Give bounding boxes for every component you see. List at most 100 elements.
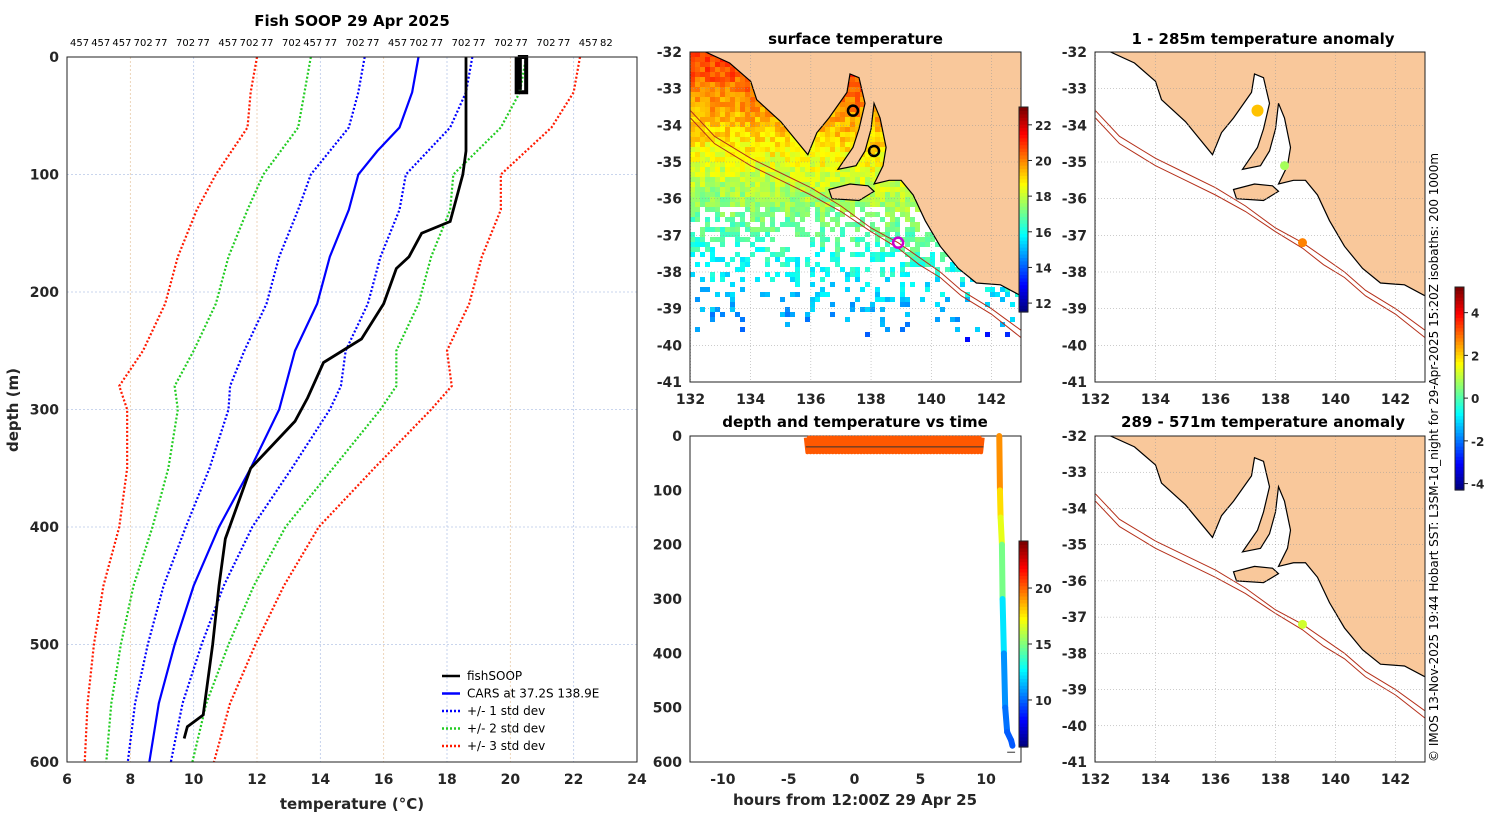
sst-cell: [790, 292, 795, 297]
sst-cell: [785, 157, 790, 162]
colorbar-segment: [1019, 664, 1028, 669]
sst-cell: [725, 87, 730, 92]
colorbar-segment: [1019, 151, 1028, 156]
sst-cell: [775, 122, 780, 127]
sst-cell: [770, 122, 775, 127]
sst-cell: [925, 232, 930, 237]
sst-cell: [725, 217, 730, 222]
sst-cell: [730, 257, 735, 262]
sst-cell: [725, 97, 730, 102]
sst-cell: [790, 212, 795, 217]
sst-cell: [750, 87, 755, 92]
sst-cell: [755, 192, 760, 197]
sst-cell: [785, 197, 790, 202]
sst-cell: [715, 92, 720, 97]
sst-cell: [760, 237, 765, 242]
sst-cell: [705, 147, 710, 152]
sst-cell: [690, 67, 695, 72]
sst-cell: [705, 217, 710, 222]
sst-cell: [890, 192, 895, 197]
sst-cell: [690, 87, 695, 92]
sst-cell: [700, 62, 705, 67]
colorbar-segment: [1019, 561, 1028, 566]
colorbar-tick-label: 22: [1035, 119, 1052, 133]
colorbar-segment: [1019, 257, 1028, 262]
sst-cell: [840, 232, 845, 237]
colorbar-segment: [1019, 585, 1028, 590]
sst-cell: [825, 132, 830, 137]
colorbar-segment: [1019, 130, 1028, 135]
sst-cell: [705, 262, 710, 267]
sst-cell: [755, 177, 760, 182]
sst-cell: [715, 102, 720, 107]
sst-cell: [695, 247, 700, 252]
colorbar-segment: [1019, 267, 1028, 272]
sst-cell: [875, 232, 880, 237]
sst-cell: [865, 212, 870, 217]
top-label: 702: [494, 38, 513, 49]
sst-cell: [795, 162, 800, 167]
sst-cell: [885, 252, 890, 257]
sst-cell: [820, 277, 825, 282]
colorbar-segment: [1455, 324, 1464, 329]
sst-cell: [735, 252, 740, 257]
sst-cell: [805, 197, 810, 202]
sst-cell: [825, 162, 830, 167]
sst-cell: [705, 117, 710, 122]
sst-cell: [865, 162, 870, 167]
y-tick-label: 500: [30, 638, 59, 654]
sst-cell: [850, 237, 855, 242]
sst-cell: [890, 182, 895, 187]
sst-cell: [750, 107, 755, 112]
sst-cell: [900, 182, 905, 187]
y-tick-label: -40: [657, 338, 683, 354]
sst-cell: [875, 242, 880, 247]
sst-cell: [800, 207, 805, 212]
sst-cell: [915, 257, 920, 262]
sst-cell: [725, 262, 730, 267]
sst-cell: [930, 257, 935, 262]
colorbar-segment: [1019, 633, 1028, 638]
colorbar-segment: [1019, 595, 1028, 600]
sst-cell: [830, 127, 835, 132]
sst-cell: [870, 222, 875, 227]
sst-cell: [850, 137, 855, 142]
sst-cell: [750, 212, 755, 217]
sst-cell: [690, 72, 695, 77]
y-tick-label: -39: [657, 302, 682, 318]
sst-cell: [690, 122, 695, 127]
sst-cell: [760, 132, 765, 137]
sst-cell: [795, 267, 800, 272]
sst-cell: [710, 67, 715, 72]
sst-cell: [715, 257, 720, 262]
colorbar-segment: [1019, 565, 1028, 570]
sst-cell: [710, 187, 715, 192]
sst-cell: [780, 152, 785, 157]
sst-cell: [1010, 302, 1015, 307]
sst-cell: [860, 202, 865, 207]
sst-cell: [750, 102, 755, 107]
sst-cell: [690, 77, 695, 82]
sst-cell: [705, 132, 710, 137]
sst-cell: [695, 237, 700, 242]
sst-cell: [775, 177, 780, 182]
top-label: 457: [388, 38, 407, 49]
sst-cell: [705, 77, 710, 82]
sst-cell: [785, 137, 790, 142]
sst-cell: [765, 207, 770, 212]
sst-cell: [780, 127, 785, 132]
sst-cell: [775, 167, 780, 172]
sst-cell: [690, 192, 695, 197]
sst-cell: [820, 242, 825, 247]
sst-cell: [700, 202, 705, 207]
sst-cell: [820, 142, 825, 147]
sst-cell: [710, 272, 715, 277]
sst-cell: [790, 277, 795, 282]
sst-cell: [720, 232, 725, 237]
y-tick-label: -32: [1062, 45, 1087, 61]
sst-cell: [910, 197, 915, 202]
sst-cell: [740, 147, 745, 152]
sst-cell: [750, 232, 755, 237]
y-tick-label: -36: [657, 192, 682, 208]
sst-cell: [720, 312, 725, 317]
